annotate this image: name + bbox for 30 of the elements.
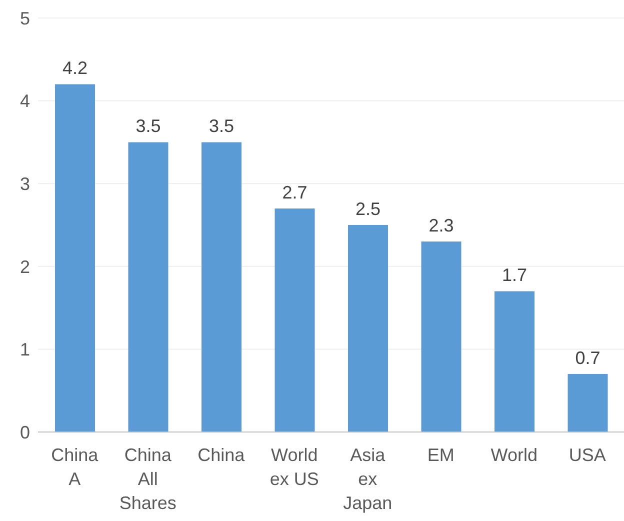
y-tick-label: 5	[20, 8, 30, 28]
data-label: 2.7	[282, 182, 308, 202]
bar	[348, 225, 388, 432]
bar	[568, 374, 608, 432]
bar	[421, 242, 462, 432]
y-tick-label: 4	[20, 91, 30, 112]
x-tick-label: World ex US	[270, 445, 319, 489]
bar	[494, 291, 534, 432]
x-tick-label: World	[490, 445, 538, 465]
x-tick-label: USA	[568, 445, 606, 465]
data-label: 1.7	[502, 265, 528, 286]
bar	[55, 84, 95, 432]
y-tick-label: 2	[20, 256, 30, 277]
y-tick-label: 3	[20, 174, 30, 194]
data-label: 2.5	[355, 199, 381, 219]
bar	[274, 208, 315, 432]
bar	[128, 142, 168, 432]
data-label: 3.5	[208, 116, 234, 136]
data-label: 4.2	[62, 58, 88, 78]
data-label: 2.3	[428, 216, 454, 236]
x-tick-label: China A	[51, 445, 100, 489]
data-label: 0.7	[575, 348, 600, 368]
x-tick-label: EM	[427, 445, 454, 465]
y-tick-label: 1	[20, 340, 30, 360]
x-tick-label: China	[198, 445, 246, 465]
x-tick-label: China All Shares	[119, 445, 176, 513]
y-tick-label: 0	[20, 422, 30, 442]
bar	[202, 142, 242, 432]
x-tick-label: Asia ex Japan	[343, 445, 392, 513]
data-label: 3.5	[136, 116, 161, 136]
